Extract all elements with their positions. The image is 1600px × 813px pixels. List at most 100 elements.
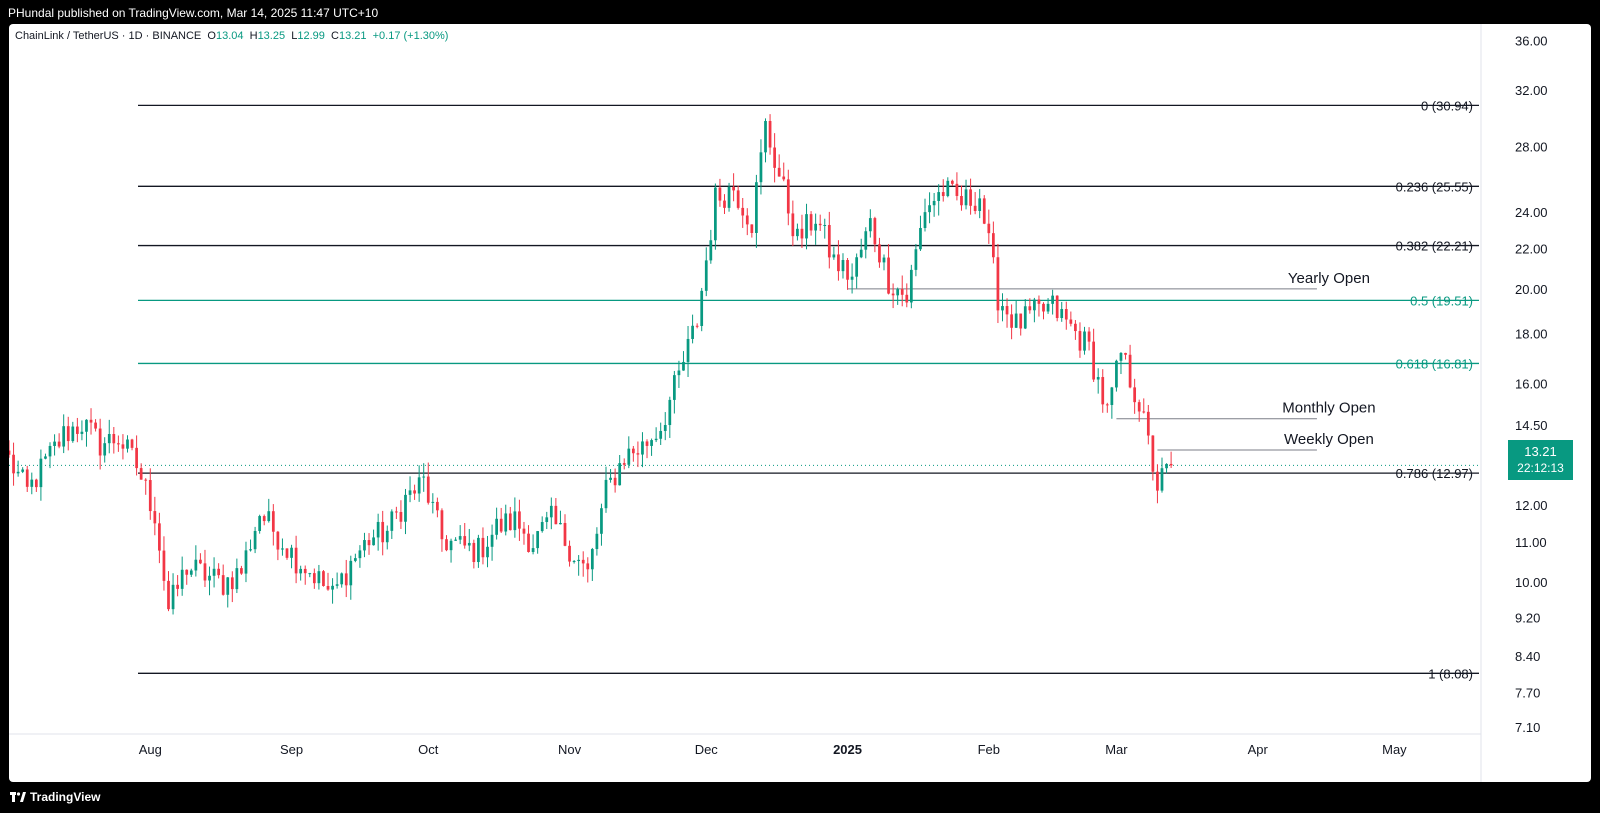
candle[interactable] [107, 419, 111, 454]
candle[interactable] [1092, 328, 1095, 382]
candle[interactable] [1124, 352, 1127, 360]
candle[interactable] [563, 514, 567, 547]
candle[interactable] [312, 568, 316, 589]
candle[interactable] [253, 526, 257, 554]
candle[interactable] [823, 218, 827, 239]
candle[interactable] [408, 476, 412, 503]
candle[interactable] [950, 179, 954, 186]
candle[interactable] [595, 527, 599, 556]
candle[interactable] [75, 417, 79, 443]
candle[interactable] [363, 532, 366, 558]
candle[interactable] [932, 192, 936, 217]
candle[interactable] [1142, 398, 1146, 414]
candle[interactable] [668, 396, 672, 438]
candle[interactable] [978, 189, 982, 219]
candle[interactable] [504, 504, 508, 536]
candle[interactable] [399, 500, 403, 529]
candle[interactable] [240, 565, 243, 575]
candle[interactable] [139, 463, 143, 480]
candle[interactable] [973, 192, 977, 215]
candle[interactable] [413, 484, 416, 500]
candle[interactable] [449, 538, 453, 563]
candle[interactable] [750, 224, 754, 238]
candle[interactable] [850, 263, 854, 294]
candle[interactable] [536, 530, 540, 554]
candle[interactable] [62, 414, 66, 454]
candle[interactable] [590, 547, 594, 581]
candle[interactable] [868, 209, 872, 238]
candle[interactable] [777, 154, 781, 177]
candle[interactable] [486, 535, 489, 568]
candle[interactable] [518, 499, 521, 541]
candle[interactable] [1151, 435, 1155, 481]
candle[interactable] [85, 419, 88, 447]
candle[interactable] [1028, 298, 1032, 314]
candle[interactable] [636, 441, 640, 468]
candle[interactable] [358, 545, 362, 568]
candle[interactable] [773, 133, 776, 183]
candle[interactable] [385, 525, 389, 550]
candle[interactable] [189, 568, 193, 578]
candle[interactable] [864, 227, 868, 259]
candle[interactable] [914, 243, 918, 277]
candle[interactable] [704, 247, 708, 297]
candle[interactable] [727, 182, 731, 212]
candle[interactable] [996, 243, 1000, 324]
candle[interactable] [568, 540, 571, 567]
candle[interactable] [1010, 304, 1013, 340]
candle[interactable] [755, 174, 758, 248]
candle[interactable] [600, 503, 603, 546]
candle[interactable] [21, 467, 25, 474]
candle[interactable] [477, 534, 480, 568]
candle[interactable] [513, 497, 517, 538]
candle[interactable] [117, 435, 120, 452]
candle[interactable] [271, 504, 275, 546]
candle[interactable] [281, 538, 284, 556]
candle[interactable] [641, 432, 644, 468]
candle[interactable] [1169, 451, 1173, 469]
candle[interactable] [508, 506, 512, 531]
candle[interactable] [960, 185, 963, 211]
candle[interactable] [34, 478, 38, 492]
candle[interactable] [955, 172, 959, 201]
candle[interactable] [540, 516, 544, 533]
candle[interactable] [48, 442, 52, 469]
candle[interactable] [1023, 299, 1027, 330]
candle[interactable] [126, 435, 129, 453]
candle[interactable] [559, 510, 562, 525]
candle[interactable] [262, 514, 266, 526]
candle[interactable] [112, 427, 116, 454]
candle[interactable] [846, 257, 849, 290]
candle[interactable] [203, 549, 207, 588]
candle[interactable] [180, 556, 184, 596]
candle[interactable] [290, 544, 293, 569]
candle[interactable] [1074, 320, 1077, 340]
candle[interactable] [422, 463, 426, 492]
candle[interactable] [426, 462, 430, 505]
candle[interactable] [800, 214, 804, 248]
candle[interactable] [135, 435, 138, 476]
candle[interactable] [194, 545, 198, 577]
candle[interactable] [745, 208, 749, 236]
candle[interactable] [887, 244, 890, 295]
candle[interactable] [1078, 322, 1082, 358]
candle[interactable] [372, 529, 375, 546]
candle[interactable] [782, 162, 786, 182]
candle[interactable] [609, 468, 612, 483]
candle[interactable] [809, 211, 813, 236]
candle[interactable] [613, 468, 617, 493]
candle[interactable] [249, 539, 252, 552]
candle[interactable] [1069, 311, 1073, 327]
candle[interactable] [349, 555, 353, 600]
candle[interactable] [404, 488, 407, 535]
candle[interactable] [768, 114, 772, 155]
candle[interactable] [695, 323, 699, 329]
candle[interactable] [859, 238, 863, 259]
candle[interactable] [909, 264, 913, 309]
candle[interactable] [759, 139, 763, 195]
candle[interactable] [322, 570, 325, 587]
candle[interactable] [495, 507, 498, 540]
chart-frame[interactable]: 0 (30.94) 0.236 (25.55) 0.382 (22.21) 0.5 (… [9, 24, 1591, 782]
candle[interactable] [1033, 297, 1036, 323]
candle[interactable] [148, 468, 152, 520]
